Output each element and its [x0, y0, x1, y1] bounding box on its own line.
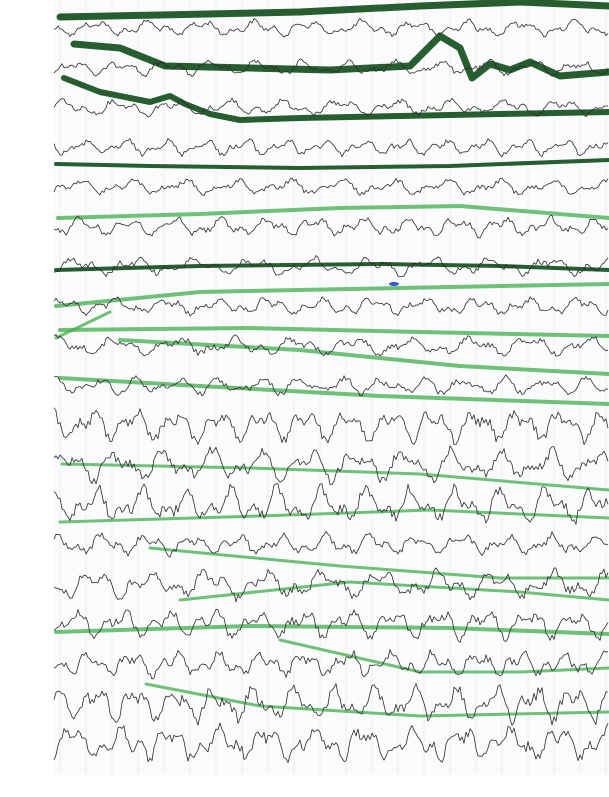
marker-stroke — [54, 624, 609, 636]
marker-stroke — [70, 32, 609, 82]
ink-trace — [53, 531, 609, 558]
ink-trace — [53, 683, 609, 726]
marker-stroke — [278, 638, 609, 674]
ink-trace — [53, 722, 609, 763]
ink-trace — [53, 334, 609, 357]
blue-pen-mark — [389, 282, 399, 286]
marker-stroke — [148, 546, 609, 580]
marker-stroke — [61, 75, 609, 123]
ink-trace — [53, 649, 609, 680]
ink-trace — [53, 138, 609, 158]
marker-stroke — [54, 262, 609, 272]
ink-trace — [53, 17, 609, 38]
marker-stroke — [54, 282, 609, 308]
marker-stroke — [118, 338, 609, 376]
ink-trace — [53, 374, 609, 397]
ink-trace — [53, 58, 609, 78]
ink-trace — [53, 483, 609, 525]
ink-trace — [53, 97, 608, 118]
marker-stroke — [144, 682, 609, 718]
ink-trace — [53, 296, 609, 317]
marker-stroke — [56, 204, 609, 220]
ink-trace — [53, 177, 609, 196]
marker-stroke — [58, 326, 609, 338]
marker-stroke — [56, 0, 609, 21]
marker-stroke — [178, 580, 609, 602]
marker-stroke — [54, 158, 609, 170]
ink-trace — [53, 567, 609, 603]
marker-stroke — [54, 310, 112, 340]
marker-stroke — [58, 508, 609, 524]
ink-trace — [53, 255, 609, 277]
ink-traces — [53, 17, 609, 763]
ink-trace — [53, 407, 609, 445]
marker-stroke — [60, 462, 609, 492]
green-marker-strokes — [54, 0, 609, 718]
ink-trace — [53, 445, 609, 485]
marker-stroke — [58, 376, 609, 406]
ink-trace — [53, 214, 609, 239]
ink-trace — [53, 608, 609, 643]
